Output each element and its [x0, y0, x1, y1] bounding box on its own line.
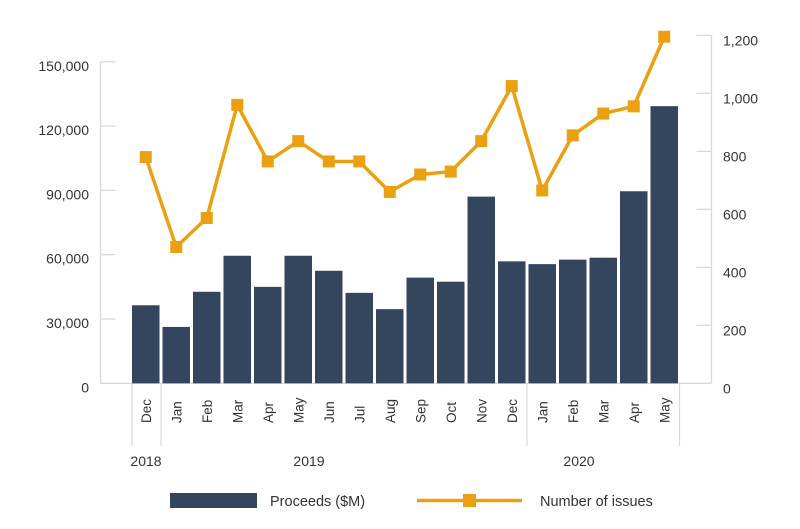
issues-marker-15 [597, 107, 610, 120]
issues-marker-2 [200, 212, 213, 224]
legend: Proceeds ($M) Number of issues [170, 493, 653, 510]
x-category-label: May [657, 397, 672, 423]
line-series-issues [139, 30, 671, 253]
issues-marker-8 [383, 185, 396, 198]
left-y-tick-label: 90,000 [46, 186, 89, 202]
x-category-label: Oct [444, 402, 459, 423]
issues-marker-14 [566, 129, 579, 142]
x-category-label: Feb [200, 400, 215, 423]
issues-marker-12 [505, 80, 518, 93]
bar-proceeds-4 [254, 286, 282, 384]
bar-proceeds-14 [559, 259, 587, 384]
issues-marker-11 [475, 135, 488, 148]
right-y-tick-label: 1,000 [723, 90, 758, 106]
x-category-label: Nov [474, 399, 489, 423]
bar-proceeds-16 [620, 191, 648, 384]
issues-marker-3 [231, 98, 244, 111]
left-y-tick-label: 30,000 [46, 315, 89, 331]
issues-marker-7 [353, 155, 366, 168]
left-y-tick-label: 0 [81, 379, 89, 395]
x-category-label: Dec [139, 399, 154, 423]
issues-marker-10 [444, 165, 457, 178]
bar-proceeds-2 [193, 291, 221, 384]
issues-marker-1 [170, 241, 183, 253]
right-y-tick-label: 0 [723, 380, 731, 396]
bar-series-proceeds [132, 106, 678, 384]
issues-marker-9 [414, 168, 427, 181]
issues-marker-13 [536, 184, 549, 197]
x-year-label: 2018 [130, 453, 161, 469]
x-category-label: Jun [322, 401, 337, 423]
left-y-tick-label: 60,000 [46, 251, 89, 267]
bar-proceeds-11 [467, 196, 495, 384]
legend-swatch-issues-marker [463, 494, 476, 507]
right-y-tick-label: 200 [723, 322, 747, 338]
bar-proceeds-0 [132, 305, 160, 384]
issues-marker-0 [139, 151, 152, 164]
bar-proceeds-17 [650, 106, 678, 384]
right-y-tick-label: 600 [723, 206, 747, 222]
issues-marker-6 [322, 155, 335, 168]
x-year-label: 2019 [293, 453, 324, 469]
x-category-label: May [291, 397, 306, 423]
bar-proceeds-8 [376, 309, 404, 384]
legend-label-proceeds: Proceeds ($M) [270, 494, 365, 510]
issues-marker-16 [627, 100, 640, 113]
left-y-tick-label: 120,000 [38, 122, 89, 138]
bar-proceeds-5 [284, 255, 312, 384]
axes [99, 34, 713, 446]
issues-marker-5 [292, 135, 305, 148]
x-category-label: Jul [352, 406, 367, 423]
bar-proceeds-6 [315, 270, 343, 384]
axis-labels: 0 30,000 60,000 90,000 120,000 150,000 0 200 400… [38, 32, 758, 469]
left-y-tick-label: 150,000 [38, 58, 89, 74]
bar-proceeds-13 [528, 264, 556, 384]
x-category-label: Apr [261, 401, 276, 423]
x-year-label: 2020 [563, 453, 594, 469]
right-y-tick-label: 400 [723, 264, 747, 280]
x-category-label: Feb [566, 400, 581, 423]
x-category-label: Apr [627, 401, 642, 423]
right-y-tick-label: 1,200 [723, 32, 758, 48]
bar-proceeds-1 [162, 326, 190, 384]
x-category-label: Dec [505, 399, 520, 423]
x-category-label: Jan [535, 401, 550, 423]
x-category-label: Aug [383, 399, 398, 423]
bar-proceeds-10 [437, 281, 465, 384]
bar-proceeds-12 [498, 261, 526, 384]
bar-proceeds-15 [589, 257, 617, 384]
issues-marker-17 [658, 30, 671, 43]
issues-marker-4 [261, 155, 274, 168]
x-category-label: Mar [230, 399, 245, 423]
legend-swatch-proceeds [170, 493, 257, 508]
issues-line [144, 36, 666, 249]
x-category-label: Jan [169, 401, 184, 423]
x-category-label: Mar [596, 399, 611, 423]
x-category-label: Sep [413, 399, 428, 423]
bar-proceeds-7 [345, 292, 373, 384]
right-y-tick-label: 800 [723, 148, 747, 164]
legend-label-issues: Number of issues [540, 494, 653, 510]
bar-proceeds-3 [223, 255, 251, 384]
bar-proceeds-9 [406, 277, 434, 384]
